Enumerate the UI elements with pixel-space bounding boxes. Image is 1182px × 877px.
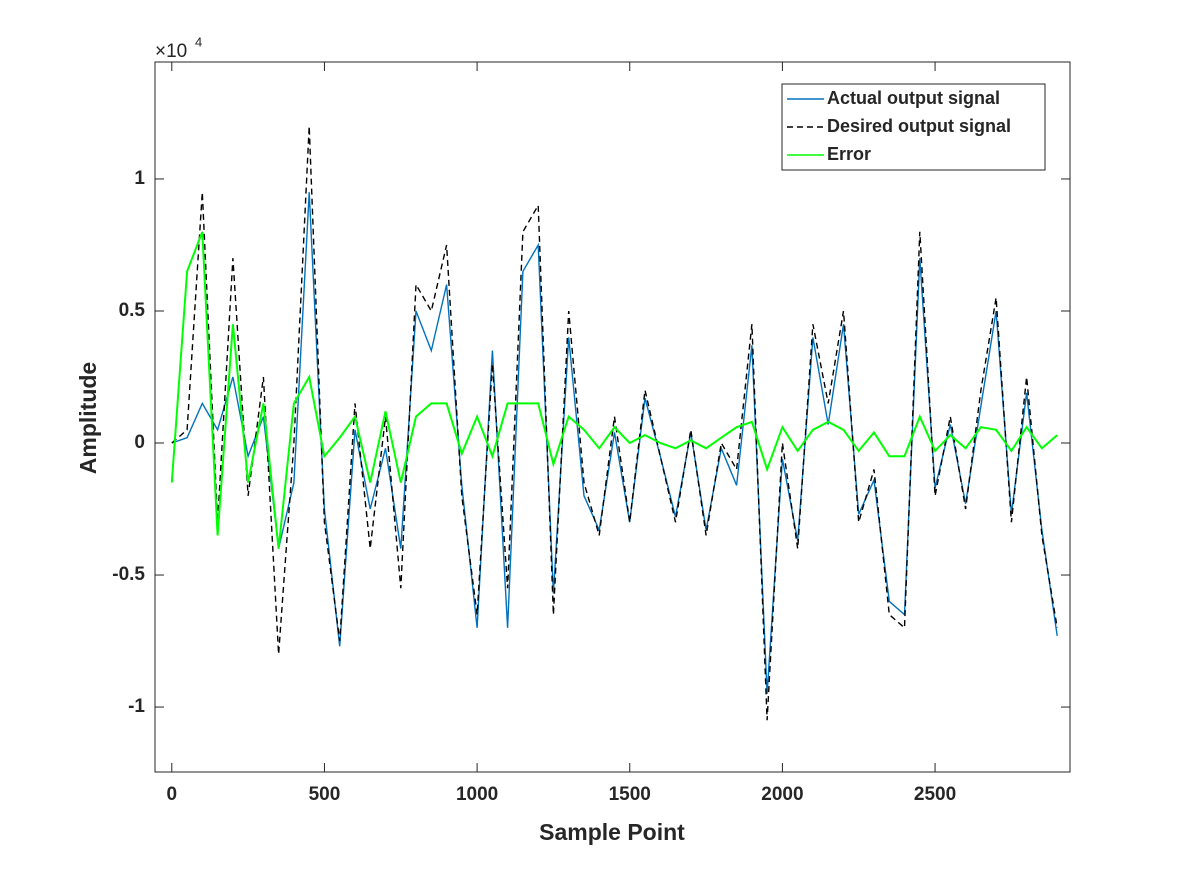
- x-tick-label: 2500: [914, 784, 956, 805]
- legend-label: Actual output signal: [827, 88, 1000, 108]
- legend-box: [781, 83, 1046, 171]
- y-tick-label: 0.5: [119, 300, 146, 321]
- legend-label: Desired output signal: [827, 116, 1011, 136]
- y-tick-label: 1: [134, 168, 145, 189]
- axes-box: [154, 61, 1071, 773]
- x-tick-label: 1000: [456, 784, 498, 805]
- data-line: [170, 231, 1058, 549]
- y-tick-label: -1: [128, 696, 145, 717]
- legend-label: Error: [827, 144, 871, 164]
- x-tick-label: 500: [309, 784, 341, 805]
- y-tick-label: -0.5: [112, 564, 145, 585]
- y-axis-label: Amplitude: [75, 362, 101, 474]
- y-tick-label: 0: [134, 432, 145, 453]
- y-exponent-power: 4: [195, 34, 202, 49]
- x-axis-label: Sample Point: [539, 819, 685, 845]
- data-line: [171, 126, 1058, 721]
- x-tick-label: 2000: [761, 784, 803, 805]
- x-tick-label: 0: [167, 784, 178, 805]
- y-exponent-base: ×10: [155, 41, 187, 62]
- x-tick-label: 1500: [609, 784, 651, 805]
- plot-area: [155, 62, 1070, 772]
